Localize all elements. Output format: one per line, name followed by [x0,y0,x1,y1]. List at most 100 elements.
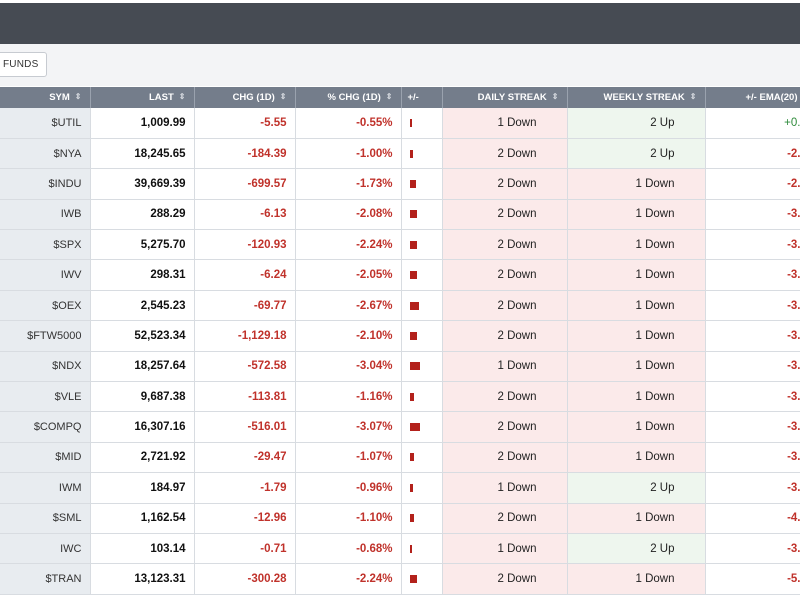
symbol-cell[interactable]: IWB [0,199,91,231]
weekly-streak-cell: 1 Down [567,411,706,443]
daily-streak-cell: 2 Down [442,259,568,291]
change-bar-cell [401,381,443,413]
daily-streak-cell: 2 Down [442,229,568,261]
change-cell: -184.39 [194,138,296,170]
symbol-cell[interactable]: $INDU [0,168,91,200]
change-bar [409,331,417,340]
column-header-pct-chg[interactable]: % CHG (1D) ⇕ [295,87,402,108]
symbol-cell[interactable]: $COMPQ [0,411,91,443]
toolbar: FUNDS [0,44,800,86]
symbol-cell[interactable]: $UTIL [0,108,91,139]
table-row[interactable]: $NDX 18,257.64 -572.58 -3.04% 1 Down 1 Down -3… [0,351,800,383]
change-bar [409,453,414,462]
percent-change-cell: -2.24% [295,563,402,595]
symbol-cell[interactable]: $NDX [0,351,91,383]
change-bar [409,210,417,219]
weekly-streak-cell: 2 Up [567,472,706,504]
last-price-cell: 13,123.31 [90,563,195,595]
last-price-cell: 18,257.64 [90,351,195,383]
percent-change-cell: -1.07% [295,442,402,474]
column-header-chg[interactable]: CHG (1D) ⇕ [194,87,296,108]
table-row[interactable]: $INDU 39,669.39 -699.57 -1.73% 2 Down 1 Down -… [0,168,800,200]
percent-change-cell: -0.68% [295,533,402,565]
change-bar-cell [401,472,443,504]
change-cell: -29.47 [194,442,296,474]
ema-cell: -3.84% [705,533,800,565]
daily-streak-cell: 2 Down [442,442,568,474]
change-cell: -1.79 [194,472,296,504]
weekly-streak-cell: 1 Down [567,259,706,291]
change-cell: -1,129.18 [194,320,296,352]
percent-change-cell: -0.55% [295,108,402,139]
column-header-weekly-streak[interactable]: WEEKLY STREAK ⇕ [567,87,706,108]
funds-button[interactable]: FUNDS [0,52,48,77]
last-price-cell: 288.29 [90,199,195,231]
change-bar [409,392,414,401]
table-row[interactable]: $SPX 5,275.70 -120.93 -2.24% 2 Down 1 Down -3.… [0,229,800,261]
percent-change-cell: -3.04% [295,351,402,383]
daily-streak-cell: 1 Down [442,351,568,383]
daily-streak-cell: 2 Down [442,563,568,595]
column-header-last[interactable]: LAST ⇕ [90,87,195,108]
change-bar [409,271,417,280]
symbol-cell[interactable]: $MID [0,442,91,474]
symbol-cell[interactable]: $NYA [0,138,91,170]
change-bar-cell [401,138,443,170]
weekly-streak-cell: 1 Down [567,229,706,261]
symbol-cell[interactable]: $SML [0,503,91,534]
daily-streak-cell: 2 Down [442,168,568,200]
daily-streak-cell: 2 Down [442,138,568,170]
last-price-cell: 1,162.54 [90,503,195,534]
symbol-cell[interactable]: $TRAN [0,563,91,595]
percent-change-cell: -1.00% [295,138,402,170]
symbol-cell[interactable]: IWV [0,259,91,291]
weekly-streak-cell: 1 Down [567,168,706,200]
last-price-cell: 298.31 [90,259,195,291]
change-bar-cell [401,533,443,565]
table-row[interactable]: $VLE 9,687.38 -113.81 -1.16% 2 Down 1 Down -3.… [0,381,800,413]
change-cell: -6.13 [194,199,296,231]
percent-change-cell: -1.10% [295,503,402,534]
percent-change-cell: -1.73% [295,168,402,200]
ema-cell: -3.02% [705,229,800,261]
column-header-ema[interactable]: +/- EMA(20) [705,87,800,108]
change-bar-cell [401,351,443,383]
column-header-daily-streak[interactable]: DAILY STREAK ⇕ [442,87,568,108]
column-header-sym[interactable]: SYM ⇕ [0,87,91,108]
percent-change-cell: -2.08% [295,199,402,231]
daily-streak-cell: 1 Down [442,472,568,504]
change-cell: -69.77 [194,290,296,322]
top-header-bar [0,0,800,44]
symbol-cell[interactable]: $VLE [0,381,91,413]
daily-streak-cell: 1 Down [442,108,568,139]
percent-change-cell: -2.05% [295,259,402,291]
sort-icon: ⇕ [551,92,559,101]
table-row[interactable]: $FTW5000 52,523.34 -1,129.18 -2.10% 2 Down 1 … [0,320,800,352]
symbol-cell[interactable]: IWM [0,472,91,504]
change-bar-cell [401,411,443,443]
symbol-cell[interactable]: IWC [0,533,91,565]
symbol-cell[interactable]: $OEX [0,290,91,322]
change-cell: -0.71 [194,533,296,565]
symbol-cell[interactable]: $FTW5000 [0,320,91,352]
table-row[interactable]: $TRAN 13,123.31 -300.28 -2.24% 2 Down 1 Down -… [0,563,800,595]
change-cell: -300.28 [194,563,296,595]
change-cell: -120.93 [194,229,296,261]
symbol-cell[interactable]: $SPX [0,229,91,261]
last-price-cell: 18,245.65 [90,138,195,170]
ema-cell: -2.35% [705,168,800,200]
change-bar [409,483,413,492]
sort-icon: ⇕ [279,92,287,101]
daily-streak-cell: 2 Down [442,411,568,443]
table-row[interactable]: $COMPQ 16,307.16 -516.01 -3.07% 2 Down 1 Down… [0,411,800,443]
